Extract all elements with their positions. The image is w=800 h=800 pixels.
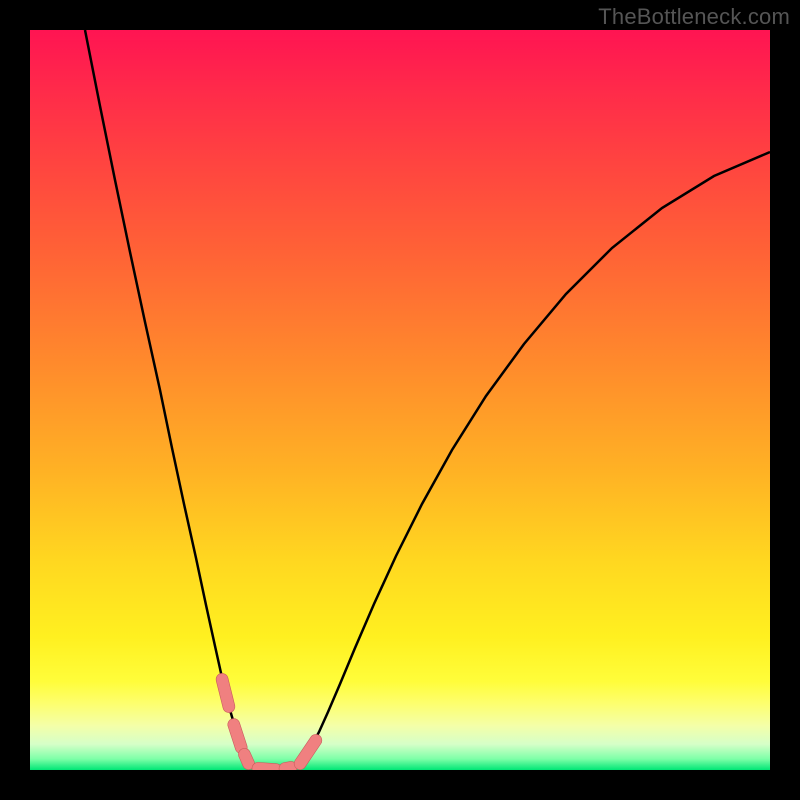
plot-area [30, 30, 770, 770]
curve-marker [215, 672, 236, 714]
chart-frame: TheBottleneck.com [0, 0, 800, 800]
curve-markers [215, 672, 324, 770]
curve-marker [292, 732, 324, 770]
watermark-text: TheBottleneck.com [598, 4, 790, 30]
curve-marker [252, 762, 283, 770]
bottleneck-curve [85, 30, 770, 770]
curve-layer [30, 30, 770, 770]
